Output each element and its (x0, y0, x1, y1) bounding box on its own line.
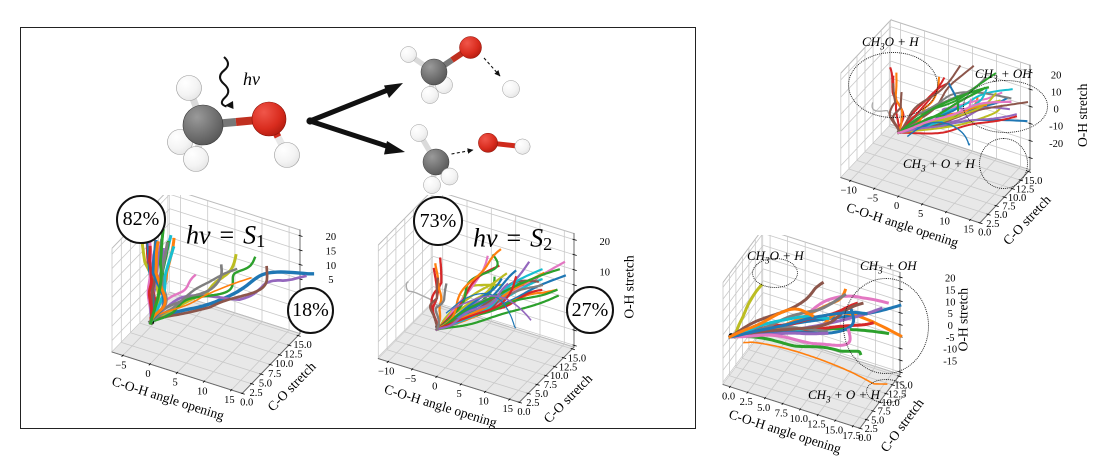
svg-text:17.5: 17.5 (842, 431, 860, 442)
svg-text:7.5: 7.5 (544, 380, 557, 391)
svg-text:-20: -20 (1049, 139, 1063, 150)
svg-text:0.0: 0.0 (722, 392, 735, 403)
svg-text:2.5: 2.5 (526, 398, 539, 409)
svg-text:12.5: 12.5 (1016, 185, 1034, 196)
svg-text:10: 10 (599, 267, 610, 278)
svg-text:2.5: 2.5 (865, 424, 878, 435)
svg-text:7.5: 7.5 (878, 407, 891, 418)
svg-text:15.0: 15.0 (568, 353, 586, 364)
svg-text:hν: hν (243, 69, 260, 89)
svg-text:5.0: 5.0 (757, 403, 770, 414)
svg-text:0: 0 (1053, 105, 1058, 116)
svg-text:−5: −5 (405, 374, 416, 385)
svg-text:5: 5 (328, 275, 333, 286)
svg-text:2.5: 2.5 (986, 219, 999, 230)
svg-text:h ν S = 2: h ν S = 2 (473, 223, 552, 254)
svg-text:7.5: 7.5 (268, 369, 281, 380)
svg-text:20: 20 (326, 232, 337, 243)
svg-text:-10: -10 (943, 345, 957, 356)
svg-text:5: 5 (948, 309, 953, 320)
svg-text:0: 0 (145, 369, 150, 380)
svg-text:−10: −10 (840, 185, 856, 196)
svg-text:−5: −5 (115, 360, 126, 371)
svg-text:7.5: 7.5 (775, 408, 788, 419)
svg-text:5.0: 5.0 (871, 415, 884, 426)
svg-text:10: 10 (478, 397, 489, 408)
svg-text:15: 15 (963, 225, 974, 236)
svg-text:10: 10 (945, 297, 956, 308)
svg-text:15.0: 15.0 (1024, 176, 1042, 187)
svg-text:0.0: 0.0 (978, 227, 991, 238)
svg-text:0.0: 0.0 (858, 433, 871, 444)
svg-text:2.5: 2.5 (740, 397, 753, 408)
svg-text:15: 15 (224, 395, 235, 406)
svg-text:O-H stretch: O-H stretch (956, 288, 971, 352)
svg-text:0: 0 (894, 201, 899, 212)
svg-text:0.0: 0.0 (517, 407, 530, 418)
svg-text:−10: −10 (378, 367, 394, 378)
svg-text:10.0: 10.0 (790, 414, 808, 425)
svg-text:10: 10 (326, 261, 337, 272)
svg-text:0: 0 (432, 382, 437, 393)
svg-text:10.0: 10.0 (881, 398, 899, 409)
svg-text:5: 5 (456, 389, 461, 400)
svg-text:10.0: 10.0 (1008, 193, 1026, 204)
svg-text:10: 10 (197, 386, 208, 397)
svg-text:-15: -15 (943, 357, 957, 368)
svg-text:20: 20 (1051, 70, 1062, 81)
svg-text:15: 15 (326, 246, 337, 257)
svg-text:12.5: 12.5 (284, 350, 302, 361)
svg-text:5.0: 5.0 (259, 378, 272, 389)
svg-text:5.0: 5.0 (535, 389, 548, 400)
svg-text:15.0: 15.0 (825, 425, 843, 436)
svg-text:h ν S = 1: h ν S = 1 (186, 220, 265, 251)
svg-text:20: 20 (945, 274, 956, 285)
svg-text:15.0: 15.0 (293, 340, 311, 351)
svg-text:10: 10 (1051, 87, 1062, 98)
svg-text:10.0: 10.0 (275, 359, 293, 370)
svg-text:10.0: 10.0 (550, 371, 568, 382)
svg-text:5.0: 5.0 (994, 210, 1007, 221)
svg-text:2.5: 2.5 (250, 388, 263, 399)
svg-text:5: 5 (172, 378, 177, 389)
svg-text:-10: -10 (1049, 122, 1063, 133)
svg-text:12.5: 12.5 (807, 420, 825, 431)
svg-text:5: 5 (918, 209, 923, 220)
svg-text:−5: −5 (867, 193, 878, 204)
svg-text:O-H stretch: O-H stretch (622, 255, 637, 319)
svg-text:-5: -5 (946, 333, 955, 344)
svg-text:15: 15 (503, 404, 514, 415)
svg-text:15: 15 (945, 285, 956, 296)
svg-text:O-H stretch: O-H stretch (1075, 83, 1090, 147)
svg-text:12.5: 12.5 (559, 362, 577, 373)
svg-text:0: 0 (948, 321, 953, 332)
svg-text:0.0: 0.0 (240, 398, 253, 409)
svg-text:10: 10 (939, 217, 950, 228)
svg-text:7.5: 7.5 (1002, 202, 1015, 213)
svg-text:20: 20 (599, 237, 610, 248)
